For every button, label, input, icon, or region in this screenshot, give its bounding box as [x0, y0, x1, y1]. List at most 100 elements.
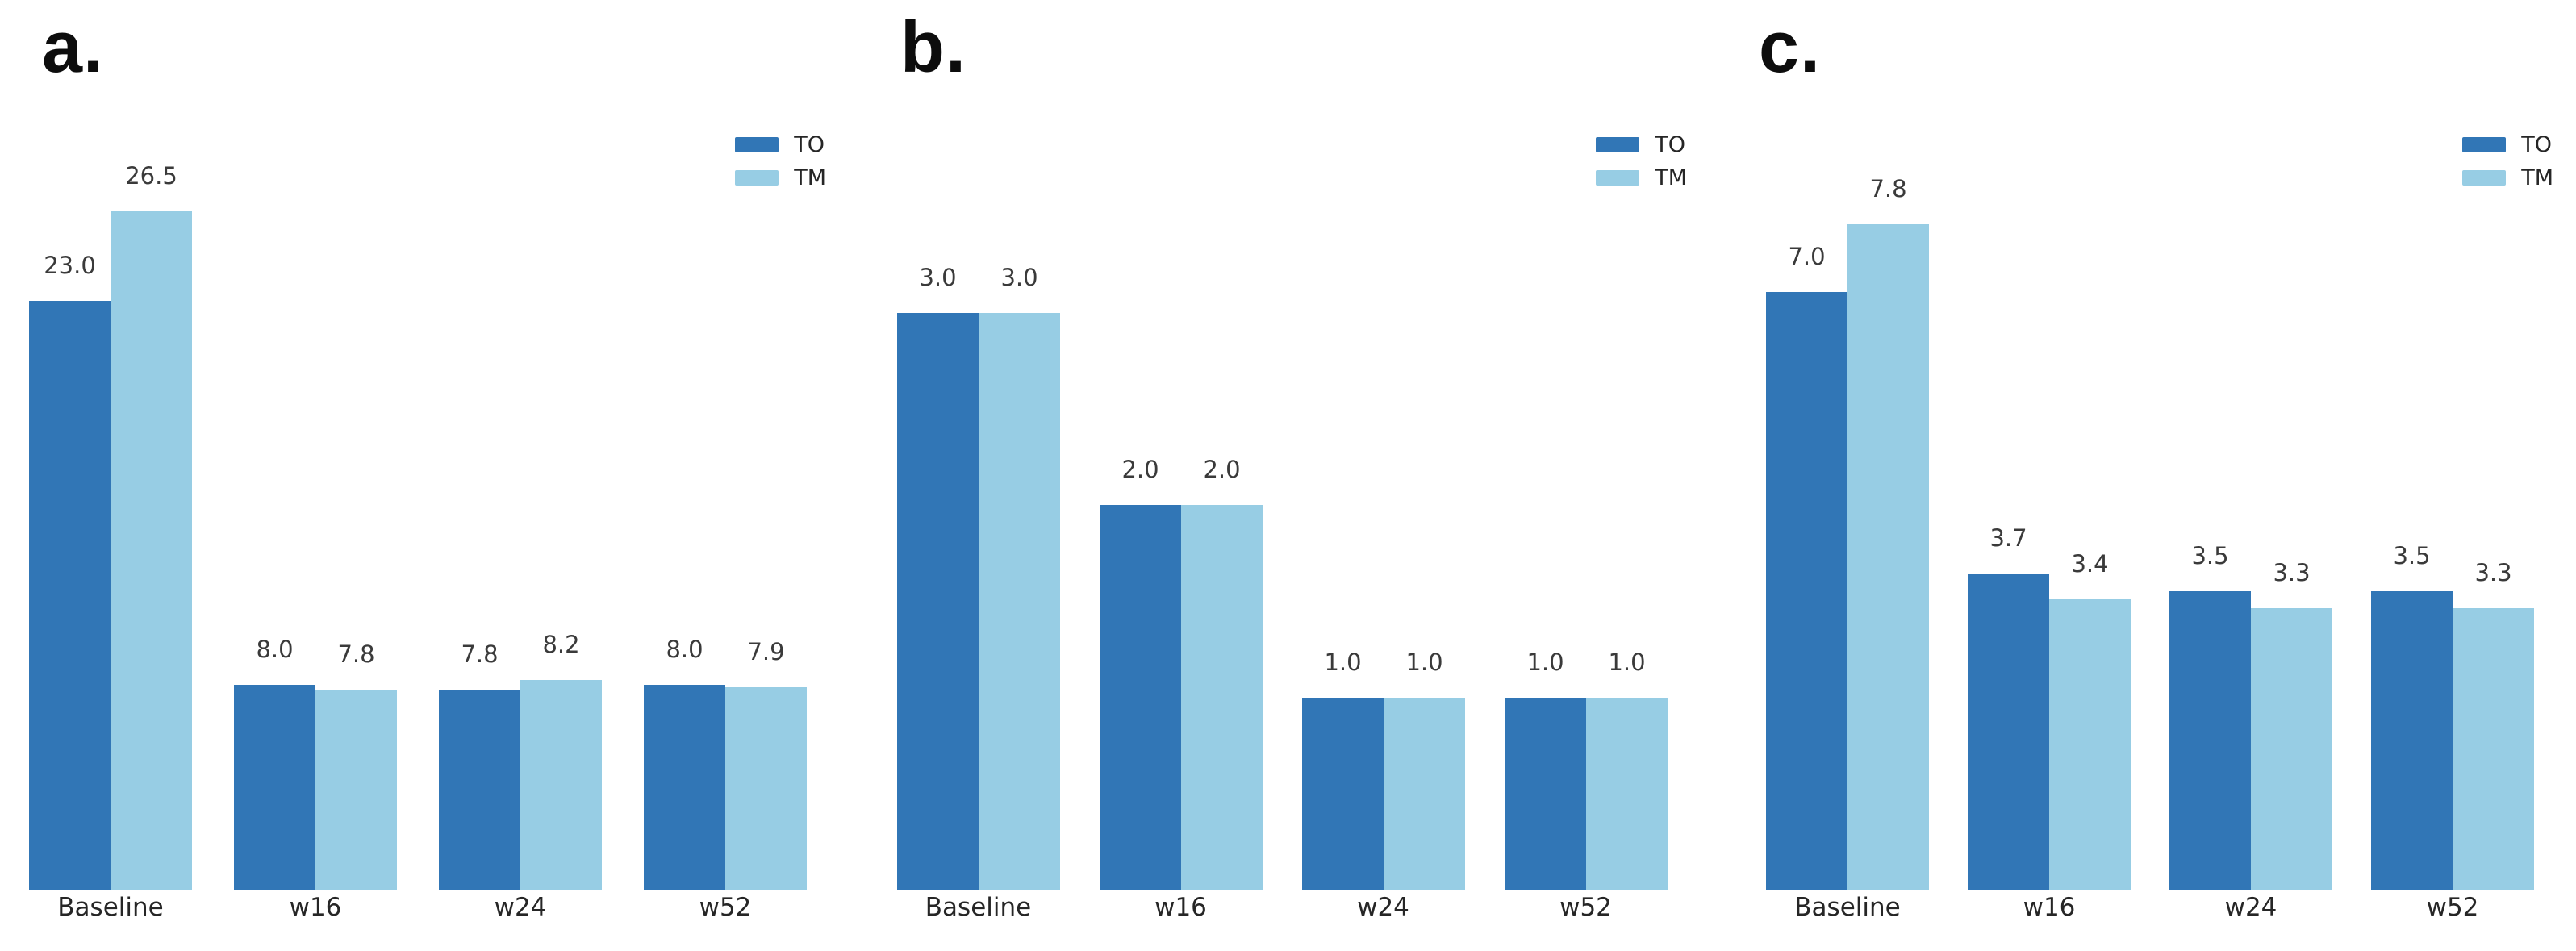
bar-to-w52 — [2371, 591, 2453, 890]
legend-label-to: TO — [794, 132, 825, 157]
bar-tm-w24 — [1384, 698, 1465, 890]
panel-letter-c: c. — [1759, 7, 1822, 88]
bar-col-tm-w52: 3.3 — [2453, 561, 2534, 890]
bar-to-baseline — [29, 301, 111, 890]
bar-group-baseline: 3.0 3.0 — [897, 266, 1060, 890]
bar-col-tm-baseline: 7.8 — [1847, 177, 1929, 890]
bar-tm-baseline — [1847, 224, 1929, 890]
bar-col-to-w24: 7.8 — [439, 643, 520, 890]
value-label-to-w16: 8.0 — [256, 636, 294, 663]
bar-group-w52: 3.5 3.3 — [2371, 544, 2534, 890]
bar-to-w16 — [1968, 574, 2049, 890]
panel-b: b. TO TM 3.0 3.0 Baseline 2.0 2.0 w16 1.0 1.0 w2… — [858, 0, 1717, 951]
bar-col-to-w16: 2.0 — [1100, 458, 1181, 890]
legend-swatch-to-icon — [2462, 137, 2507, 153]
panel-c: c. TO TM 7.0 7.8 Baseline 3.7 3.4 w16 3.5 3.3 w2… — [1717, 0, 2576, 951]
bar-to-w52 — [1505, 698, 1586, 890]
x-tick-label-w24: w24 — [1357, 893, 1409, 922]
value-label-tm-w52: 3.3 — [2474, 559, 2512, 586]
bar-to-baseline — [897, 313, 979, 890]
bar-col-to-baseline: 3.0 — [897, 266, 979, 890]
legend-label-tm: TM — [2521, 165, 2553, 190]
value-label-to-w52: 3.5 — [2393, 542, 2431, 569]
bar-col-tm-w52: 1.0 — [1586, 651, 1668, 890]
value-label-tm-w16: 7.8 — [337, 640, 375, 668]
x-tick-label-w52: w52 — [1559, 893, 1612, 922]
legend-swatch-to-icon — [1596, 137, 1640, 153]
bar-col-tm-baseline: 26.5 — [111, 165, 192, 890]
legend-entry-to: TO — [2462, 133, 2553, 157]
x-tick-label-w24: w24 — [2224, 893, 2277, 922]
legend-label-to: TO — [2521, 132, 2552, 157]
bar-group-w52: 1.0 1.0 — [1505, 651, 1668, 890]
legend-a: TO TM — [735, 133, 826, 198]
x-tick-label-baseline: Baseline — [57, 893, 164, 922]
legend-label-to: TO — [1655, 132, 1685, 157]
bar-col-to-w16: 8.0 — [234, 638, 315, 890]
bar-col-tm-w24: 3.3 — [2251, 561, 2332, 890]
bar-col-tm-w24: 1.0 — [1384, 651, 1465, 890]
x-tick-label-w16: w16 — [1154, 893, 1207, 922]
bar-group-w24: 7.8 8.2 — [439, 633, 602, 890]
value-label-to-w24: 3.5 — [2191, 542, 2229, 569]
value-label-to-w52: 8.0 — [666, 636, 703, 663]
bar-col-tm-w52: 7.9 — [725, 640, 807, 890]
legend-entry-tm: TM — [735, 165, 826, 190]
bar-tm-w52 — [2453, 608, 2534, 890]
value-label-to-baseline: 3.0 — [919, 264, 957, 291]
bar-group-w16: 8.0 7.8 — [234, 638, 397, 890]
value-label-tm-baseline: 26.5 — [125, 162, 177, 190]
value-label-tm-w24: 3.3 — [2273, 559, 2311, 586]
bar-group-w16: 2.0 2.0 — [1100, 458, 1263, 890]
bar-col-to-w52: 1.0 — [1505, 651, 1586, 890]
legend-entry-tm: TM — [1596, 165, 1687, 190]
bar-tm-w52 — [725, 687, 807, 890]
value-label-tm-w16: 3.4 — [2071, 550, 2109, 578]
legend-swatch-to-icon — [735, 137, 779, 153]
legend-label-tm: TM — [794, 165, 826, 190]
legend-swatch-tm-icon — [735, 170, 779, 186]
x-tick-label-w52: w52 — [699, 893, 752, 922]
value-label-tm-baseline: 7.8 — [1869, 175, 1907, 202]
panel-letter-b: b. — [900, 7, 967, 88]
bar-col-to-baseline: 23.0 — [29, 254, 111, 890]
legend-label-tm: TM — [1655, 165, 1687, 190]
bar-group-w52: 8.0 7.9 — [644, 638, 807, 890]
bar-tm-w24 — [2251, 608, 2332, 890]
plot-area-b: 3.0 3.0 Baseline 2.0 2.0 w16 1.0 1.0 w24 1.0 1.0 w5… — [858, 0, 1717, 951]
legend-entry-tm: TM — [2462, 165, 2553, 190]
panel-letter-a: a. — [42, 7, 105, 88]
bar-tm-baseline — [111, 211, 192, 890]
value-label-to-w24: 1.0 — [1324, 649, 1362, 676]
legend-entry-to: TO — [735, 133, 826, 157]
bar-to-w52 — [644, 685, 725, 890]
bar-group-w24: 3.5 3.3 — [2169, 544, 2332, 890]
bar-col-tm-w16: 2.0 — [1181, 458, 1263, 890]
value-label-to-w16: 3.7 — [1989, 524, 2027, 552]
legend-c: TO TM — [2462, 133, 2553, 198]
bar-col-tm-w16: 7.8 — [315, 643, 397, 890]
bar-tm-w52 — [1586, 698, 1668, 890]
value-label-tm-w52: 7.9 — [747, 638, 785, 665]
legend-b: TO TM — [1596, 133, 1687, 198]
bar-col-to-baseline: 7.0 — [1766, 245, 1847, 890]
bar-to-w24 — [439, 690, 520, 890]
x-tick-label-w24: w24 — [494, 893, 547, 922]
bar-group-baseline: 23.0 26.5 — [29, 165, 192, 890]
x-tick-label-baseline: Baseline — [925, 893, 1032, 922]
value-label-to-w52: 1.0 — [1526, 649, 1564, 676]
value-label-tm-baseline: 3.0 — [1000, 264, 1038, 291]
value-label-tm-w24: 8.2 — [542, 631, 580, 658]
x-tick-label-w16: w16 — [2023, 893, 2076, 922]
x-tick-label-w16: w16 — [289, 893, 342, 922]
plot-area-c: 7.0 7.8 Baseline 3.7 3.4 w16 3.5 3.3 w24 3.5 3.3 w5… — [1717, 0, 2576, 951]
bar-group-baseline: 7.0 7.8 — [1766, 177, 1929, 890]
bar-col-to-w24: 3.5 — [2169, 544, 2251, 890]
value-label-to-baseline: 23.0 — [44, 252, 96, 279]
value-label-to-w16: 2.0 — [1121, 456, 1159, 483]
bar-col-to-w52: 3.5 — [2371, 544, 2453, 890]
bar-tm-baseline — [979, 313, 1060, 890]
bar-to-w24 — [1302, 698, 1384, 890]
bar-tm-w16 — [2049, 599, 2131, 890]
